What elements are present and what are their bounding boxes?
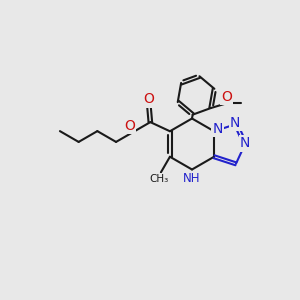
Text: O: O (124, 119, 135, 133)
Text: NH: NH (183, 172, 200, 185)
Text: N: N (212, 122, 223, 136)
Text: N: N (240, 136, 250, 150)
Text: O: O (143, 92, 154, 106)
Text: CH₃: CH₃ (150, 174, 169, 184)
Text: N: N (230, 116, 241, 130)
Text: O: O (221, 90, 232, 104)
